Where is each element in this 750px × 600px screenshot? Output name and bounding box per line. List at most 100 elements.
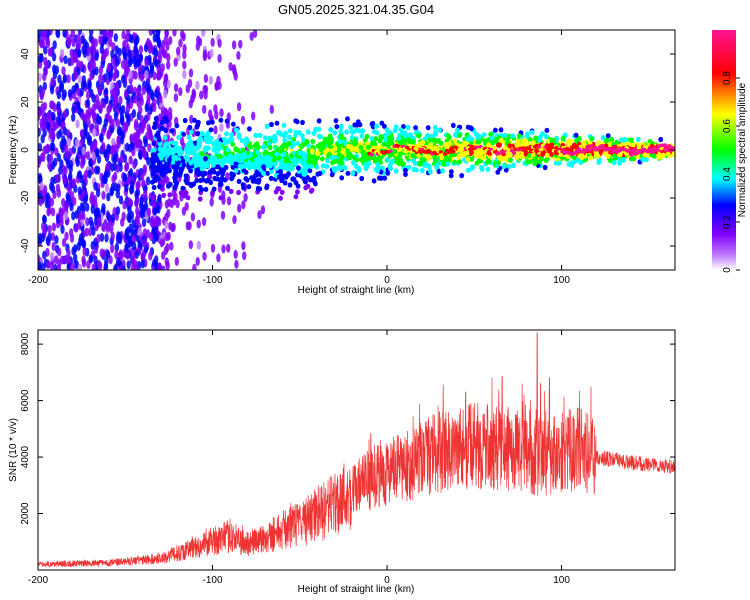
spectrogram-cell [90, 241, 95, 250]
spectrogram-cell [210, 167, 216, 173]
spectrogram-cell [387, 138, 392, 144]
spectrogram-cell [253, 132, 259, 138]
snr-x-tick-label: -100 [203, 575, 223, 586]
spectrogram-cell [410, 153, 416, 159]
spectrogram-cell [257, 210, 262, 220]
spectrogram-cell [198, 177, 204, 183]
spectrogram-cell [433, 124, 438, 131]
spectrogram-cell [130, 264, 136, 270]
spectrogram-cell [113, 111, 119, 120]
spectrogram-cell [44, 199, 50, 209]
spectrogram-cell [268, 163, 273, 169]
spectrogram-cell [210, 37, 215, 47]
spectrogram-cell [617, 151, 623, 157]
spectrogram-cell [134, 190, 139, 199]
spectrogram-cell [55, 30, 61, 39]
spectrogram-cell [621, 141, 626, 147]
spectrogram-cell [242, 154, 248, 160]
spectrogram-ridge-cell [545, 146, 550, 150]
spectrogram-cell [170, 223, 175, 233]
spectrogram-cell [124, 121, 129, 131]
spectrogram-cell [156, 71, 161, 81]
spectrogram-cell [42, 30, 48, 37]
spectrogram-cell [73, 51, 78, 61]
spectrogram-cell [353, 140, 359, 147]
spectrogram-cell [373, 136, 379, 142]
spectrogram-cell [157, 193, 162, 203]
spectrogram-cell [518, 153, 524, 159]
spectrogram-cell [401, 161, 406, 167]
spectrogram-cell [81, 204, 86, 214]
spectrogram-cell [120, 60, 126, 69]
spectrogram-cell [101, 222, 106, 232]
spectrogram-cell [566, 161, 572, 167]
spectrogram-cell [588, 155, 594, 161]
spectrogram-cell [360, 155, 366, 161]
spectrogram-cell [596, 159, 602, 165]
spectrogram-cell [580, 153, 585, 159]
spectrogram-cell [237, 163, 243, 169]
spectrogram-cell [56, 90, 62, 100]
spectrogram-cell [279, 189, 285, 195]
spectrogram-cell [73, 253, 78, 263]
spectrogram-cell [188, 160, 194, 166]
spectrogram-cell [209, 48, 214, 58]
spectrogram-cell [244, 136, 249, 142]
spectrogram-cell [77, 170, 83, 180]
spectrogram-cell [377, 156, 383, 162]
spectrogram-cell [205, 163, 210, 169]
spectrogram-x-tick-label: -100 [203, 275, 223, 286]
spectrogram-cell [408, 132, 413, 138]
spectrogram-cell [310, 148, 315, 154]
spectrogram-cell [217, 38, 222, 48]
spectrogram-cell [156, 176, 161, 182]
spectrogram-cell [95, 188, 101, 198]
spectrogram-cell [128, 70, 133, 80]
spectrogram-cell [234, 259, 239, 269]
spectrogram-cell [311, 130, 317, 136]
spectrogram-cell [197, 184, 203, 191]
spectrogram-cell [64, 201, 69, 211]
spectrogram-cell [332, 168, 337, 174]
spectrogram-cell [129, 83, 134, 93]
spectrogram-cell [147, 40, 152, 49]
spectrogram-cell [153, 48, 159, 58]
spectrogram-cell [125, 142, 130, 152]
spectrogram-cell [486, 137, 491, 143]
spectrogram-ridge-cell [645, 149, 651, 154]
spectrogram-cell [177, 172, 183, 178]
spectrogram-cell [219, 123, 224, 133]
spectrogram-cell [450, 122, 456, 128]
spectrogram-cell [63, 211, 69, 221]
spectrogram-cell [182, 43, 187, 53]
spectrogram-cell [429, 133, 434, 139]
spectrogram-cell [344, 129, 349, 135]
spectrogram-cell [170, 160, 176, 166]
spectrogram-cell [195, 80, 200, 90]
spectrogram-cell [137, 239, 142, 249]
spectrogram-cell [59, 159, 64, 169]
spectrogram-cell [165, 41, 170, 51]
spectrogram-cell [137, 150, 143, 159]
spectrogram-cell [149, 64, 155, 74]
spectrogram-cell [479, 166, 485, 172]
spectrogram-cell [243, 193, 248, 202]
spectrogram-ridge-cell [599, 144, 605, 148]
spectrogram-cell [63, 55, 68, 65]
spectrogram-cell [405, 124, 411, 130]
spectrogram-cell [87, 82, 92, 92]
spectrogram-cell [163, 49, 168, 59]
spectrogram-cell [118, 126, 123, 136]
spectrogram-cell [167, 198, 172, 207]
spectrogram-cell [620, 157, 625, 163]
spectrogram-cell [544, 156, 550, 162]
spectrogram-cell [301, 137, 306, 143]
spectrogram-cell [114, 82, 120, 92]
spectrogram-cell [544, 152, 550, 158]
spectrogram-cell [138, 105, 143, 115]
spectrogram-cell [495, 169, 501, 175]
spectrogram-cell [589, 136, 595, 142]
spectrogram-cell [419, 167, 425, 174]
spectrogram-cell [101, 190, 106, 200]
spectrogram-cell [190, 94, 195, 104]
